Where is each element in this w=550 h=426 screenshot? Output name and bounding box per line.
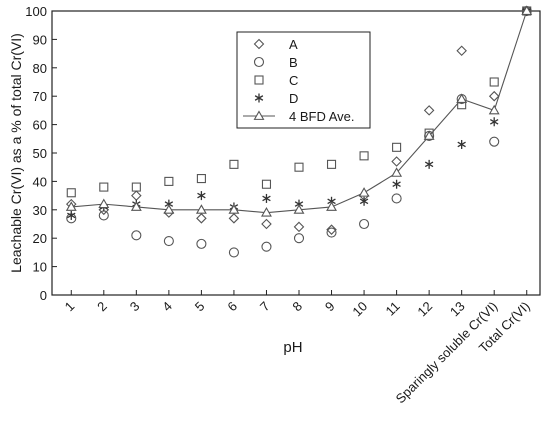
data-point xyxy=(196,174,206,184)
y-tick-label: 50 xyxy=(33,146,47,161)
y-tick-label: 10 xyxy=(33,260,47,275)
x-tick-label: 5 xyxy=(192,299,208,315)
data-point xyxy=(195,204,207,214)
legend-label: D xyxy=(289,91,298,106)
data-point xyxy=(293,233,305,244)
data-point xyxy=(293,204,305,214)
x-tick-label: 13 xyxy=(447,299,468,320)
x-tick-label: 12 xyxy=(414,299,435,320)
series-4-bfd-ave- xyxy=(65,5,533,217)
data-point xyxy=(456,93,468,103)
data-point xyxy=(197,191,206,201)
y-tick-label: 60 xyxy=(33,118,47,133)
data-point xyxy=(196,238,207,249)
data-point xyxy=(326,227,337,238)
x-tick-label: 1 xyxy=(62,299,78,315)
data-point xyxy=(521,5,533,15)
y-tick-label: 100 xyxy=(25,4,47,19)
data-point xyxy=(391,193,402,204)
x-tick-label: 8 xyxy=(289,299,305,315)
data-point xyxy=(228,247,239,258)
data-point xyxy=(229,159,239,169)
y-axis-label: Leachable Cr(VI) as a % of total Cr(VI) xyxy=(8,33,24,273)
x-axis-label: pH xyxy=(283,339,302,356)
data-point xyxy=(423,105,435,116)
legend-label: A xyxy=(289,37,298,52)
x-tick-label: 10 xyxy=(349,299,370,320)
data-point xyxy=(391,167,403,177)
data-point xyxy=(392,179,401,189)
y-tick-label: 80 xyxy=(33,61,47,76)
data-point xyxy=(424,159,434,169)
x-tick-label: 11 xyxy=(383,299,403,319)
data-point xyxy=(67,210,76,220)
data-point xyxy=(359,151,369,161)
data-point xyxy=(98,210,109,221)
x-tick-label: 2 xyxy=(94,299,110,315)
data-point xyxy=(66,188,76,198)
data-point xyxy=(228,204,240,214)
data-point xyxy=(98,198,110,209)
data-point xyxy=(489,136,500,147)
x-tick-label: 7 xyxy=(257,299,273,315)
legend-label: 4 BFD Ave. xyxy=(289,109,355,124)
y-tick-label: 20 xyxy=(33,231,47,246)
data-point xyxy=(196,213,207,224)
data-point xyxy=(293,221,305,233)
x-tick-label: 3 xyxy=(127,299,143,315)
legend-label: B xyxy=(289,55,298,70)
legend-marker xyxy=(253,110,265,120)
data-point xyxy=(326,201,337,211)
data-point xyxy=(359,196,369,206)
data-point xyxy=(261,218,272,230)
data-point xyxy=(261,241,272,252)
data-point xyxy=(131,230,142,241)
y-tick-label: 30 xyxy=(33,203,47,218)
x-tick-label: 6 xyxy=(224,299,240,315)
y-tick-label: 0 xyxy=(40,288,47,303)
x-tick-label: 4 xyxy=(159,299,175,315)
series-b xyxy=(66,5,532,258)
data-point xyxy=(294,162,304,172)
y-tick-label: 90 xyxy=(33,32,47,47)
data-point xyxy=(262,193,271,203)
data-point xyxy=(164,176,174,186)
data-point xyxy=(228,213,240,224)
data-point xyxy=(391,156,402,167)
x-tick-label: 9 xyxy=(322,299,338,315)
data-point xyxy=(457,139,466,149)
data-point xyxy=(99,182,109,192)
data-point xyxy=(423,130,435,140)
data-point xyxy=(261,207,272,217)
data-point xyxy=(326,224,337,235)
data-point xyxy=(488,90,500,102)
data-point xyxy=(131,190,142,201)
data-point xyxy=(488,104,500,115)
data-point xyxy=(130,201,142,211)
data-point xyxy=(358,187,370,197)
legend-marker xyxy=(254,75,264,85)
series-c xyxy=(66,6,532,198)
data-point xyxy=(392,142,402,152)
series xyxy=(65,5,533,258)
data-point xyxy=(163,235,174,247)
data-point xyxy=(489,117,499,127)
legend-marker xyxy=(253,56,265,68)
y-tick-label: 40 xyxy=(33,174,47,189)
data-point xyxy=(359,218,370,230)
data-point xyxy=(131,182,141,192)
data-point xyxy=(489,77,499,87)
legend-label: C xyxy=(289,73,298,88)
data-point xyxy=(261,179,272,189)
data-point xyxy=(65,201,77,211)
legend-marker xyxy=(253,38,265,50)
data-point xyxy=(456,45,467,57)
data-point xyxy=(326,159,337,169)
legend-marker xyxy=(254,93,264,103)
y-tick-label: 70 xyxy=(33,89,47,104)
data-point xyxy=(163,204,175,214)
